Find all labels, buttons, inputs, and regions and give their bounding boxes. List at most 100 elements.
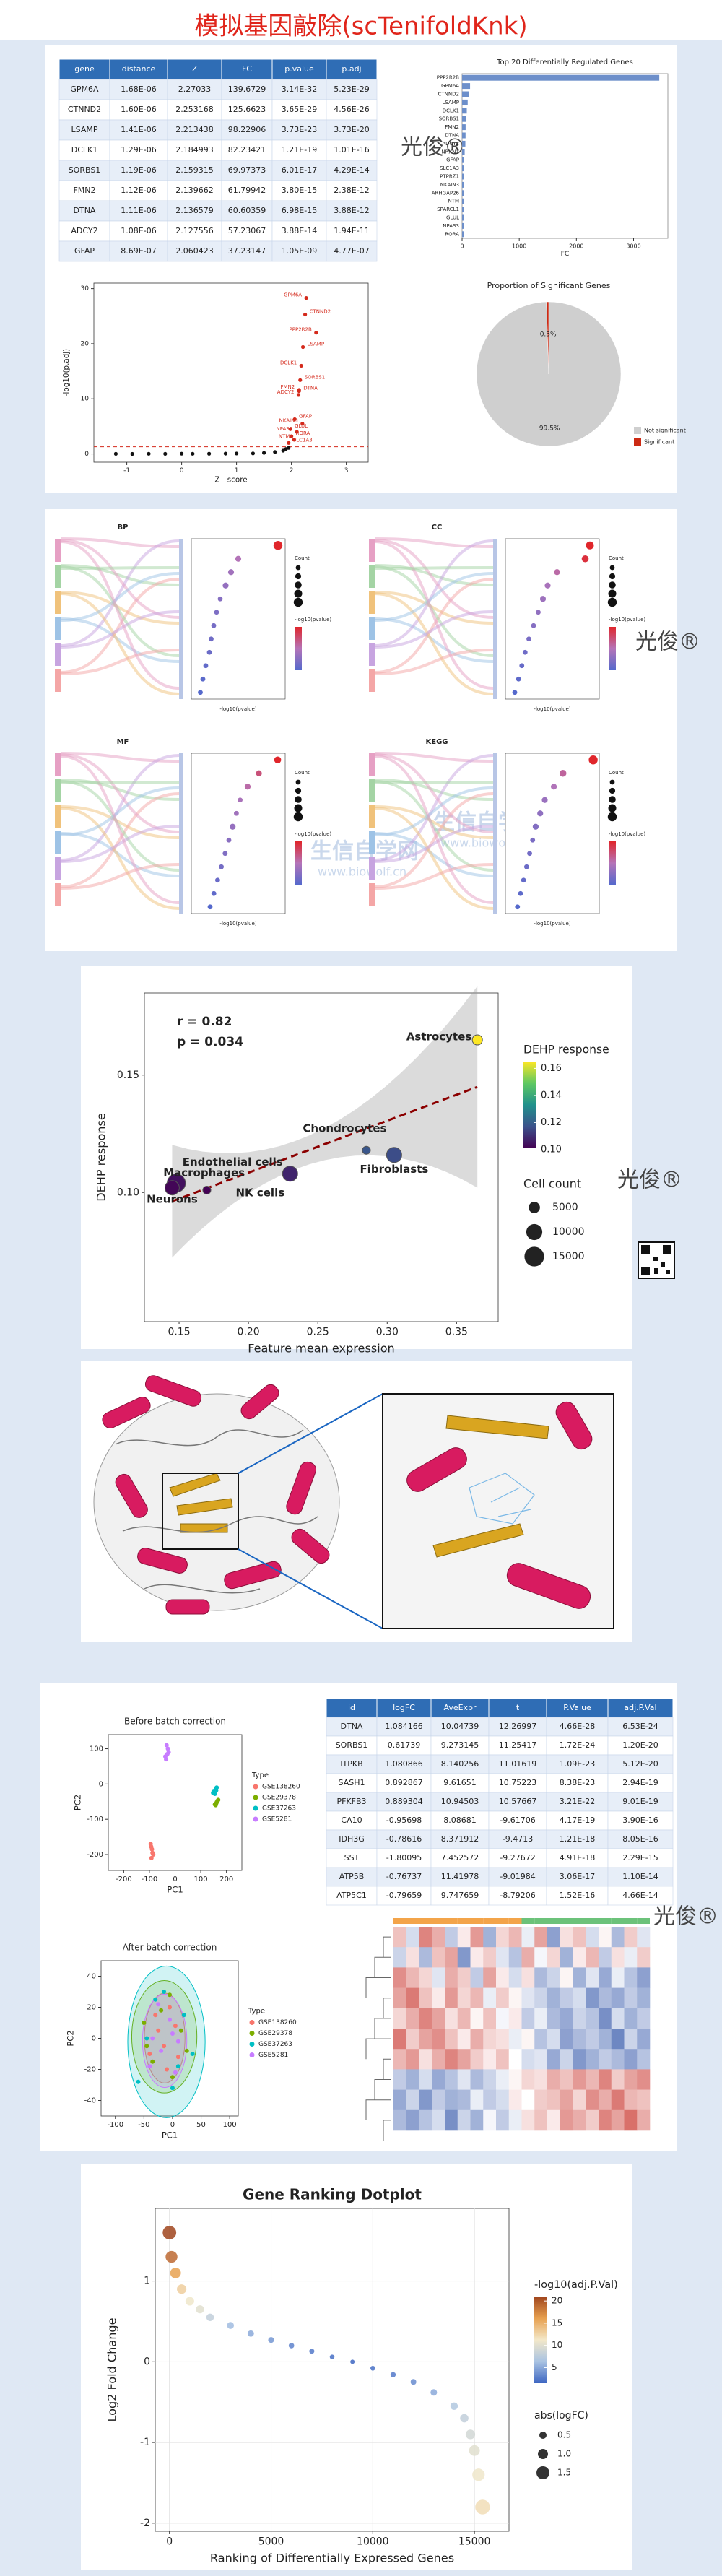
legend-dot: [293, 812, 303, 822]
legend-title: -log10(pvalue): [609, 617, 645, 623]
sankey-node: [55, 779, 61, 802]
data-point: [162, 1754, 168, 1759]
table-header-cell: [58, 58, 110, 80]
table-cell-bg: [326, 200, 378, 222]
data-point: [150, 1850, 155, 1855]
heatmap-cell: [521, 2089, 535, 2111]
table-cell-bg: [167, 180, 222, 201]
heatmap-cell: [611, 1987, 625, 2009]
heatmap-cell: [599, 1947, 612, 1968]
legend-swatch: [253, 1795, 258, 1800]
data-point: [150, 2059, 155, 2064]
table-cell-bg: [488, 1754, 547, 1774]
heatmap-cell: [483, 1987, 497, 2009]
heatmap-cell: [508, 2089, 522, 2111]
heatmap-cell: [534, 2049, 548, 2070]
y-tick-label: RORA: [445, 231, 459, 237]
heatmap-cell: [445, 2049, 458, 2070]
data-point: [212, 1802, 217, 1807]
table-cell: 3.88E-12: [334, 206, 369, 215]
data-point: [175, 2064, 180, 2069]
heatmap-cell: [560, 2069, 573, 2090]
y-tick-label: 0.10: [117, 1187, 139, 1198]
size-legend-label: 15000: [552, 1251, 585, 1262]
annotation-bar: [419, 1918, 432, 1924]
table-cell: 1.68E-06: [121, 84, 156, 94]
watermark-brand: 光俊®: [401, 135, 466, 160]
point-label: CTNND2: [310, 308, 331, 314]
pie-label: 0.5%: [540, 331, 557, 339]
x-tick-label: -200: [116, 1875, 132, 1883]
pie-slice: [546, 301, 549, 375]
dot: [222, 851, 228, 857]
data-point: [149, 1844, 154, 1849]
dot: [198, 690, 203, 695]
legend-swatch: [249, 2042, 255, 2047]
point-label: NKAIN3: [279, 418, 298, 424]
legend-label: GSE5281: [262, 1816, 292, 1823]
heatmap-cell: [406, 1967, 419, 1988]
x-tick-label: 5000: [258, 2536, 284, 2547]
heatmap-cell: [611, 2008, 625, 2029]
table-cell: 8.05E-16: [622, 1834, 658, 1844]
data-point: [168, 2005, 172, 2010]
heatmap-cell: [508, 1947, 522, 1968]
size-legend-dot: [526, 1223, 543, 1241]
bubble-label: Neurons: [147, 1192, 198, 1205]
y-tick-label: 0: [92, 2035, 96, 2043]
table-cell: 8.69E-07: [121, 246, 156, 256]
heatmap-cell: [419, 1947, 432, 1968]
x-tick-label: 10000: [357, 2536, 389, 2547]
y-tick-label: 0.15: [117, 1070, 139, 1081]
data-point: [159, 2008, 164, 2013]
heatmap-cell: [637, 2069, 651, 2090]
table-cell: 9.273145: [441, 1740, 479, 1750]
y-tick-label: NRXN1: [441, 149, 459, 155]
dot: [530, 837, 536, 843]
data-point: [166, 1750, 171, 1755]
heatmap-cell: [521, 1967, 535, 1988]
heatmap-cell: [445, 2029, 458, 2050]
table-cell-bg: [221, 160, 273, 181]
table-cell: 0.892867: [385, 1778, 423, 1787]
size-legend-title: Cell count: [523, 1177, 581, 1191]
bar: [462, 124, 466, 131]
dendrogram: [374, 2018, 391, 2039]
table-cell-bg: [58, 180, 110, 201]
bubble: [282, 1166, 298, 1182]
table-cell-bg: [109, 180, 168, 201]
heatmap-cell: [393, 2029, 407, 2050]
table-cell: 1.01E-16: [334, 145, 369, 155]
y-tick-label: GFAP: [446, 157, 459, 163]
table-cell-bg: [376, 1829, 432, 1849]
heatmap-cell: [611, 1927, 625, 1948]
y-tick-label: -200: [87, 1851, 103, 1859]
heatmap-cell: [624, 2069, 638, 2090]
heatmap-cell: [547, 2008, 561, 2029]
table-cell: DCLK1: [71, 145, 98, 155]
sankey-node: [369, 565, 375, 588]
heatmap-cell: [573, 2029, 586, 2050]
heatmap-cell: [534, 1987, 548, 2009]
heatmap-cell: [470, 2049, 484, 2070]
annotation-bar: [521, 1918, 535, 1924]
x-tick-label: 3: [344, 467, 349, 474]
legend-label: GSE29378: [258, 2030, 292, 2037]
qr-code: [638, 1241, 675, 1279]
heatmap-cell: [624, 1987, 638, 2009]
heatmap-cell: [432, 2029, 445, 2050]
table-cell-bg: [221, 200, 273, 222]
sankey-link: [60, 754, 180, 862]
heatmap-cell: [508, 1987, 522, 2009]
table-cell-bg: [546, 1717, 609, 1737]
y-tick-label: 1: [144, 2276, 150, 2287]
heatmap-cell: [599, 2069, 612, 2090]
x-axis-label: -log10(pvalue): [219, 921, 256, 927]
group-ellipse: [142, 1993, 188, 2089]
heatmap-cell: [637, 2049, 651, 2070]
table-cell-bg: [430, 1829, 490, 1849]
dot: [581, 555, 589, 563]
point-label: GLUL: [295, 423, 308, 429]
annotation-bar: [393, 1918, 406, 1924]
x-tick-label: 200: [219, 1875, 233, 1883]
